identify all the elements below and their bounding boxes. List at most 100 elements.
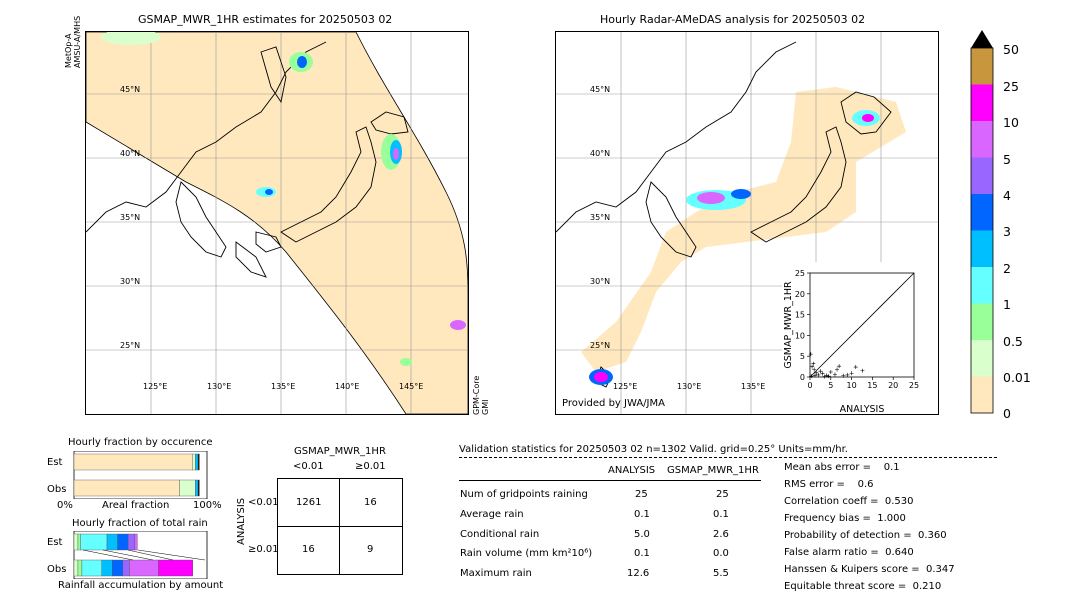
total-rain-cat-est: Est — [47, 537, 63, 548]
validation-row-a: 0.1 — [634, 548, 650, 559]
sat-label-line-1: GPM-Core — [472, 375, 481, 415]
occurrence-bar-segment — [197, 479, 200, 497]
validation-row-b: 0.0 — [713, 548, 729, 559]
contingency-row-ge: ≥0.01 — [248, 544, 279, 555]
scatter-ytick-label: 20 — [795, 290, 805, 299]
rain-blobs — [589, 110, 880, 385]
colorbar-segment — [971, 48, 993, 85]
lat-label: 35°N — [590, 213, 611, 222]
validation-row-b: 25 — [716, 489, 729, 500]
total-rain-bar-segment — [73, 559, 79, 577]
left-map-title: GSMAP_MWR_1HR estimates for 20250503 02 — [138, 13, 393, 26]
scatter-point — [824, 373, 829, 378]
validation-col1: ANALYSIS — [608, 465, 656, 476]
scatter-point — [812, 367, 817, 372]
colorbar-label: 0.01 — [1003, 370, 1031, 385]
contingency-cell: 16 — [302, 544, 315, 555]
right-map: 45°N 40°N 35°N 30°N 25°N 125°E 130°E 135… — [555, 31, 939, 415]
occurrence-xlabel: Areal fraction — [102, 500, 170, 511]
scatter-xtick-label: 10 — [847, 381, 857, 390]
validation-row-label: Maximum rain — [460, 568, 532, 579]
occurrence-bar-segment — [192, 453, 196, 471]
validation-row-label: Average rain — [460, 509, 524, 520]
scatter-ytick-label: 10 — [795, 331, 805, 340]
total-rain-bar-segment — [112, 559, 124, 577]
total-rain-bar-segment — [81, 559, 102, 577]
validation-row-a: 12.6 — [627, 568, 650, 579]
sat-label-line-2: GMI — [481, 399, 490, 415]
total-rain-bar-segment — [122, 559, 130, 577]
score-line: Mean abs error = 0.1 — [784, 462, 900, 473]
scatter-xtick-label: 20 — [888, 381, 898, 390]
score-line: False alarm ratio = 0.640 — [784, 547, 914, 558]
score-line: Probability of detection = 0.360 — [784, 530, 947, 541]
scatter-point — [811, 361, 816, 366]
contingency-cell: 9 — [367, 544, 374, 555]
validation-row-b: 0.1 — [713, 509, 729, 520]
lon-label: 130°E — [207, 382, 232, 391]
coastline — [556, 41, 892, 388]
sat-label-line-1: MetOp-A — [64, 33, 73, 68]
validation-row-a: 25 — [635, 489, 648, 500]
lat-label: 35°N — [120, 213, 141, 222]
colorbar-segment — [971, 340, 993, 377]
occurrence-cat-obs: Obs — [47, 484, 67, 495]
occurrence-xlabel-right: 100% — [193, 500, 222, 511]
lat-label: 40°N — [120, 149, 141, 158]
validation-row-label: Rain volume (mm km²10⁶) — [460, 548, 593, 559]
colorbar-segment — [971, 157, 993, 194]
right-map-canvas — [556, 32, 938, 414]
score-line: Frequency bias = 1.000 — [784, 513, 906, 524]
colorbar-segment — [971, 121, 993, 158]
scatter-point — [808, 352, 813, 357]
total-rain-xlabel: Rainfall accumulation by amount — [58, 580, 224, 591]
contingency-col-lt: <0.01 — [293, 461, 324, 472]
colorbar-label: 50 — [1003, 42, 1019, 57]
total-rain-bar-segment — [106, 533, 118, 551]
data-credit: Provided by JWA/JMA — [562, 398, 665, 409]
total-rain-cat-obs: Obs — [47, 564, 67, 575]
validation-col-rule — [459, 480, 761, 481]
lat-label: 30°N — [590, 277, 611, 286]
score-line: Hanssen & Kuipers score = 0.347 — [784, 564, 955, 575]
scatter-point — [828, 370, 833, 375]
colorbar-segment — [971, 267, 993, 304]
total-rain-bar-segment — [129, 559, 159, 577]
scatter-point — [837, 364, 842, 369]
score-line: Correlation coeff = 0.530 — [784, 496, 914, 507]
scatter-point — [814, 370, 819, 375]
left-map: 45°N 40°N 35°N 30°N 25°N 125°E 130°E 135… — [85, 31, 469, 415]
total-rain-bar-segment — [101, 559, 113, 577]
validation-row-label: Num of gridpoints raining — [460, 489, 588, 500]
occurrence-xlabel-left: 0% — [57, 500, 73, 511]
lon-label: 135°E — [271, 382, 296, 391]
scatter-point — [822, 374, 827, 379]
total-rain-frame — [73, 531, 208, 579]
scatter-ytick-label: 5 — [800, 352, 805, 361]
contingency-row-lt: <0.01 — [248, 497, 279, 508]
colorbar-label: 5 — [1003, 152, 1011, 167]
scatter-point — [818, 369, 823, 374]
total-rain-bar-segment — [77, 559, 83, 577]
total-rain-bar-segment — [134, 533, 138, 551]
total-rain-bar-segment — [77, 533, 81, 551]
scatter-point — [820, 371, 825, 376]
validation-row-b: 2.6 — [713, 529, 729, 540]
colorbar-label: 2 — [1003, 261, 1011, 276]
colorbar-label: 4 — [1003, 188, 1011, 203]
occurrence-bar-segment — [73, 479, 180, 497]
occurrence-bar-segment — [195, 479, 199, 497]
total-rain-title: Hourly fraction of total rain — [72, 518, 208, 529]
scatter-ylabel: GSMAP_MWR_1HR — [783, 281, 794, 369]
lat-label: 25°N — [590, 341, 611, 350]
validation-row-a: 0.1 — [634, 509, 650, 520]
total-rain-bar-segment — [80, 533, 108, 551]
contingency-col-ge: ≥0.01 — [355, 461, 386, 472]
sat-label-line-2: AMSU-A/MHS — [73, 15, 82, 68]
scatter-point — [853, 365, 858, 370]
lon-label: 145°E — [399, 382, 424, 391]
lon-label: 140°E — [335, 382, 360, 391]
contingency-grid: 1261 16 16 9 — [277, 478, 403, 575]
scatter-inset: 0 5 10 15 20 25 0 5 10 15 20 25 ANALYSIS GSMAP_MWR_1H… — [782, 262, 938, 414]
colorbar-segment — [971, 376, 993, 413]
